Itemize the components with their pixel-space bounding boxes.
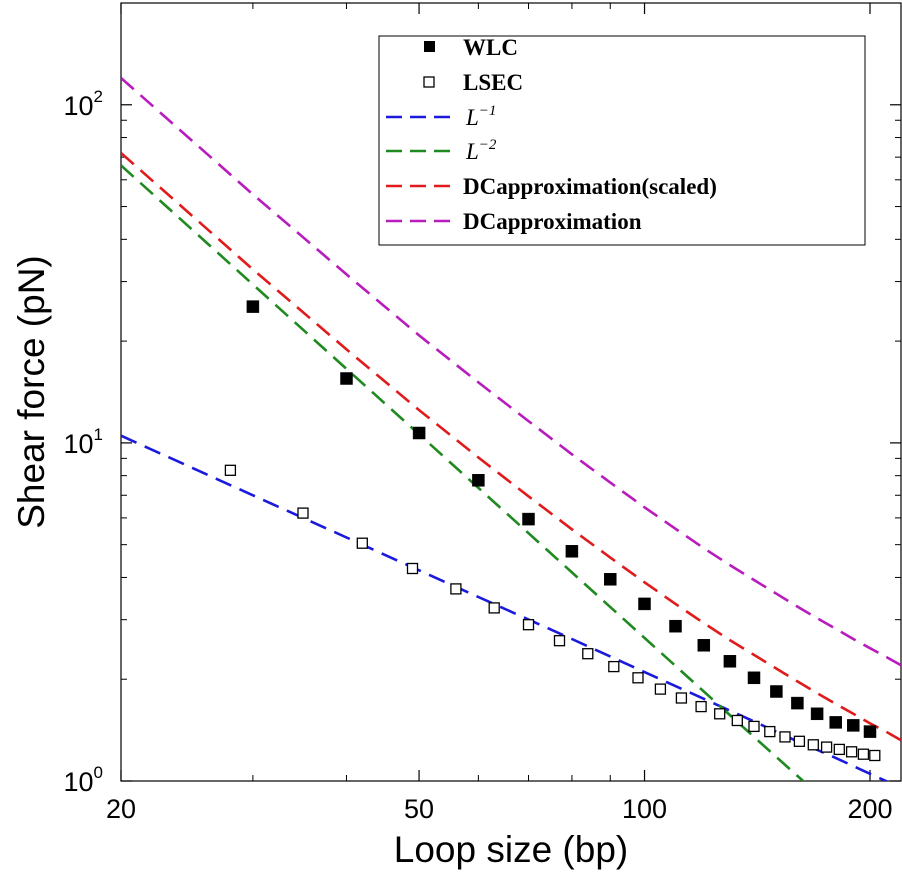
y-tick-label: 100 (63, 763, 103, 797)
x-tick-label: 20 (106, 794, 136, 824)
x-tick-label: 100 (622, 794, 667, 824)
lsec-point (608, 660, 620, 673)
lsec-point (224, 464, 237, 476)
series-line-4 (121, 152, 901, 742)
wlc-point (847, 719, 860, 732)
lsec-point (553, 635, 566, 647)
lsec-point (675, 692, 688, 704)
lsec-point (869, 749, 881, 762)
legend-label-dc-scaled: DCapproximation(scaled) (463, 174, 717, 199)
wlc-point (565, 545, 579, 558)
y-tick-label: 102 (63, 87, 103, 121)
lsec-point (297, 507, 309, 519)
lsec-point (731, 714, 743, 727)
lsec-point (779, 731, 791, 743)
x-tick-labels: 20 50 100 200 (106, 794, 893, 824)
lsec-point (582, 648, 594, 660)
lsec-point (807, 739, 819, 751)
lsec-point (857, 748, 870, 760)
wlc-point (791, 696, 804, 710)
lsec-point (764, 725, 776, 738)
x-axis-label: Loop size (bp) (394, 829, 628, 870)
wlc-point (246, 300, 260, 313)
legend-marker-wlc (424, 41, 435, 52)
x-tick-label: 200 (847, 794, 892, 824)
axis-ticks (120, 2, 901, 782)
lsec-point (820, 741, 833, 753)
y-tick-label: 101 (63, 425, 103, 459)
legend-label-wlc: WLC (463, 35, 518, 60)
wlc-point (723, 655, 737, 668)
wlc-point (412, 426, 426, 440)
series-line-5 (121, 77, 901, 667)
legend-box (378, 35, 866, 246)
wlc-point (863, 725, 877, 738)
lsec-point (488, 602, 500, 614)
legend-label-lsec: LSEC (463, 70, 523, 95)
legend-label-linv2: L−2 (465, 137, 497, 164)
wlc-point (829, 716, 842, 729)
lsec-point (845, 746, 858, 758)
lsec-point (793, 735, 806, 747)
y-tick-labels: 100 101 102 (63, 87, 103, 797)
series-line-3 (121, 164, 806, 781)
wlc-point (340, 372, 353, 385)
wlc-point (747, 671, 761, 685)
lsec-point (654, 683, 667, 695)
lsec-point (406, 562, 419, 575)
y-axis-label: Shear force (pN) (11, 255, 52, 529)
legend: WLC LSEC L−1 L−2 DCapproximation(scaled)… (378, 35, 866, 246)
wlc-point (810, 707, 824, 721)
lsec-point (748, 720, 760, 733)
wlc-point (604, 573, 617, 586)
wlc-point (472, 474, 485, 487)
lsec-point (522, 619, 535, 631)
lsec-point (714, 708, 726, 720)
wlc-point (770, 685, 783, 698)
legend-label-linv: L−1 (465, 103, 496, 130)
lsec-point (632, 672, 644, 684)
series-layer (121, 77, 901, 781)
wlc-point (697, 639, 711, 652)
lsec-point (356, 537, 368, 549)
lsec-point (450, 583, 462, 595)
wlc-point (638, 597, 651, 611)
lsec-point (833, 743, 845, 756)
wlc-point (522, 512, 535, 526)
wlc-point (669, 619, 682, 633)
x-tick-label: 50 (404, 794, 434, 824)
series-line-2 (121, 434, 890, 781)
legend-label-dc: DCapproximation (463, 209, 642, 234)
legend-marker-lsec (423, 76, 435, 88)
lsec-point (695, 700, 707, 713)
